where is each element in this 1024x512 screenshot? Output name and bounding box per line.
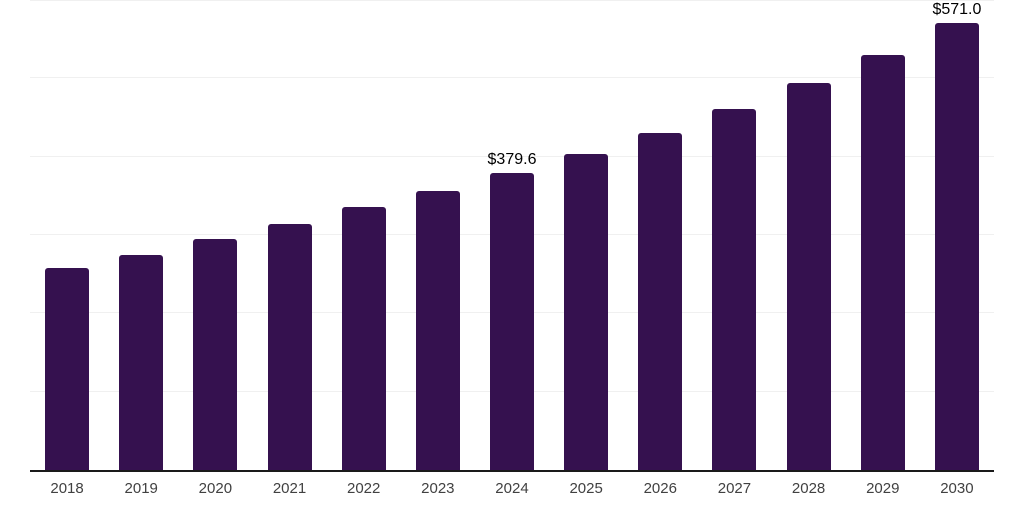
bar-value-label-2030: $571.0 [932, 0, 982, 18]
gridline-500 [30, 77, 994, 79]
bar-2028 [786, 83, 831, 470]
x-tick-2018: 2018 [50, 480, 84, 497]
bar-2021 [267, 223, 312, 470]
bar-2029 [860, 54, 905, 470]
x-tick-2020: 2020 [198, 480, 233, 497]
gridline-600 [30, 0, 994, 1]
x-tick-2024: 2024 [495, 480, 529, 497]
bar-2023 [415, 190, 460, 470]
x-tick-2022: 2022 [346, 480, 381, 497]
bar-2020 [193, 239, 238, 470]
bar-value-label-2024: $379.6 [487, 150, 537, 168]
x-tick-2029: 2029 [866, 480, 900, 497]
bar-2024 [490, 172, 534, 470]
x-tick-2027: 2027 [717, 480, 752, 497]
bar-2026 [638, 133, 683, 470]
gridline-400 [30, 155, 994, 157]
x-tick-2028: 2028 [791, 480, 826, 497]
x-tick-2021: 2021 [272, 480, 307, 497]
bar-2027 [712, 109, 757, 470]
plot-area: $379.6 $571.0 [30, 0, 994, 472]
x-tick-2023: 2023 [421, 480, 455, 497]
bar-2025 [564, 153, 609, 470]
x-tick-2030: 2030 [940, 480, 974, 497]
x-axis: 2018 2019 2020 2021 2022 2023 2024 2025 2026 2027… [30, 480, 994, 504]
x-tick-2025: 2025 [569, 480, 603, 497]
bar-2018 [45, 268, 90, 470]
bar-2019 [119, 254, 164, 470]
x-tick-2019: 2019 [124, 480, 158, 497]
x-tick-2026: 2026 [643, 480, 677, 497]
bar-2030 [934, 22, 979, 470]
bar-2022 [341, 207, 386, 470]
